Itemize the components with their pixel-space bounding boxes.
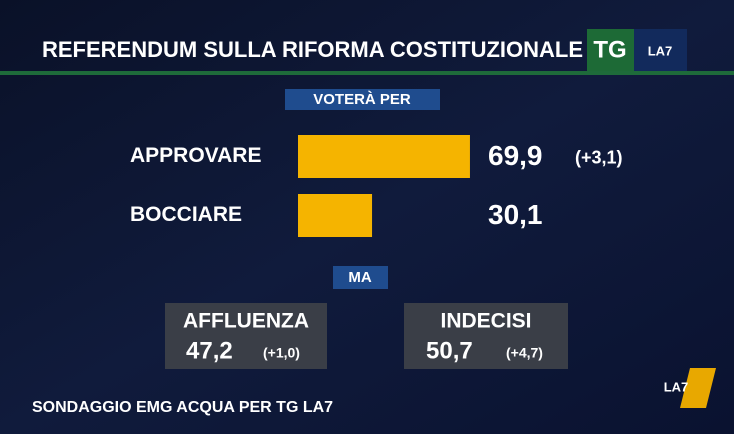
source: SONDAGGIO EMG ACQUA PER TG LA7 [32,399,333,416]
header-rule [0,71,734,75]
panel-label: INDECISI [440,310,531,333]
value-label: 69,9 [488,140,543,171]
category-label: APPROVARE [130,144,261,167]
separator-box [333,266,388,289]
value-label: 30,1 [488,199,543,230]
panel-change: (+1,0) [263,345,300,361]
panel-label: AFFLUENZA [183,310,309,333]
bar-chart: APPROVARE 69,9 (+3,1) BOCCIARE 30,1 [130,135,623,237]
corner-logo: LA7 [664,379,689,394]
panel-box [165,303,327,369]
subtitle: VOTERÀ PER [313,91,411,108]
panel-value: 47,2 [186,337,233,364]
corner-logo-mark [680,368,716,408]
separator: MA [348,269,371,286]
subtitle-box [285,89,440,110]
panel-value: 50,7 [426,337,473,364]
panel-change: (+4,7) [506,345,543,361]
change-label: (+3,1) [575,147,623,167]
logo-la7-box [634,29,687,71]
bar [298,135,470,178]
logo-tg: TG [593,36,626,63]
header-title: REFERENDUM SULLA RIFORMA COSTITUZIONALE [42,37,583,62]
category-label: BOCCIARE [130,203,242,226]
logo-tg-box [587,29,634,71]
bar [298,194,373,237]
panel-box [404,303,568,369]
logo-la7: LA7 [648,43,673,58]
